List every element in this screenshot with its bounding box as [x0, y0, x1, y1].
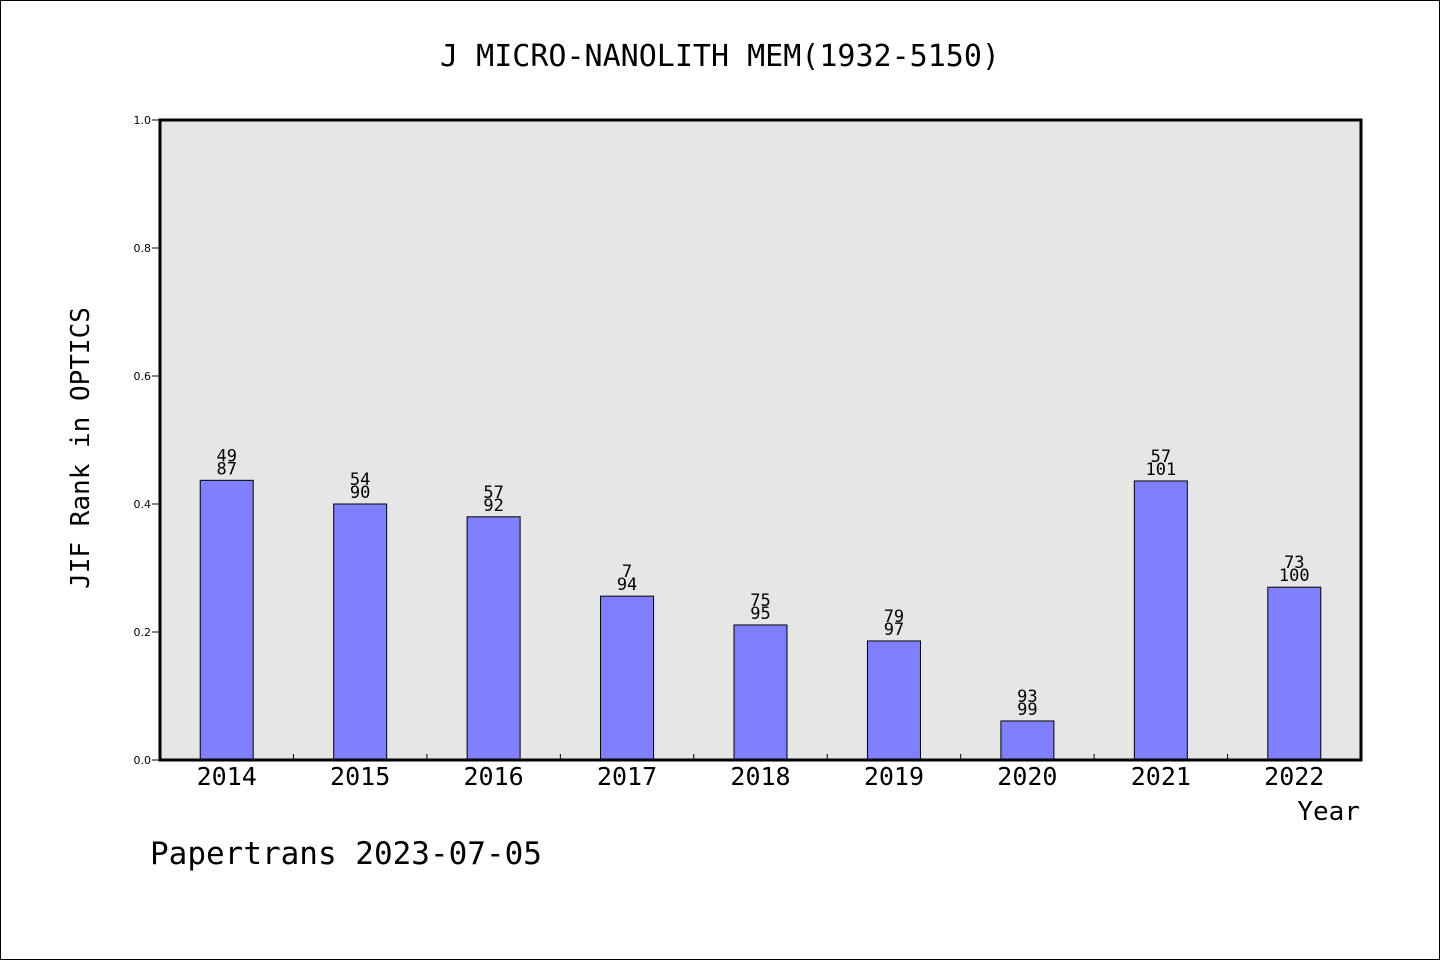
- total-label: 99: [1017, 700, 1037, 720]
- total-label: 97: [884, 620, 904, 640]
- rank-label: 49: [216, 446, 236, 466]
- bar-2014: [199, 479, 254, 761]
- rank-label: 57: [1151, 447, 1171, 467]
- x-tick-label: 2018: [730, 762, 790, 791]
- x-tick-label: 2022: [1264, 762, 1324, 791]
- y-tick-label: 0.4: [134, 498, 152, 511]
- bar-2021: [1133, 480, 1188, 761]
- total-label: 90: [350, 483, 370, 503]
- x-tick-label: 2017: [597, 762, 657, 791]
- rank-label: 57: [483, 483, 503, 503]
- rank-label: 54: [350, 470, 370, 490]
- x-axis-label: Year: [1297, 797, 1360, 827]
- footer-text: Papertrans 2023-07-05: [150, 836, 542, 872]
- y-axis-label: JIF Rank in OPTICS: [66, 307, 96, 589]
- rank-label: 93: [1017, 687, 1037, 707]
- bar-2018: [733, 624, 788, 761]
- x-tick-label: 2015: [330, 762, 390, 791]
- x-axis-ticks: 2014 2015 2016 2017 2018 2019 2020 2021 2022: [197, 754, 1324, 791]
- rank-label: 73: [1284, 553, 1304, 573]
- total-label: 101: [1145, 460, 1176, 480]
- total-label: 95: [750, 604, 770, 624]
- total-label: 92: [483, 496, 503, 516]
- rank-label: 75: [750, 591, 770, 611]
- y-tick-label: 0.2: [134, 626, 152, 639]
- bar-2015: [333, 503, 388, 761]
- y-axis-ticks: 0.0 0.2 0.4 0.6 0.8 1.0: [134, 114, 160, 767]
- bar-2022: [1267, 586, 1322, 761]
- y-tick-label: 0.0: [134, 754, 152, 767]
- total-label: 100: [1279, 566, 1310, 586]
- x-tick-label: 2020: [997, 762, 1057, 791]
- y-tick-label: 0.6: [134, 370, 152, 383]
- bar-2019: [866, 640, 921, 761]
- y-tick-label: 1.0: [134, 114, 152, 127]
- x-tick-label: 2016: [464, 762, 524, 791]
- bar-2017: [600, 595, 655, 761]
- total-label: 87: [216, 459, 236, 479]
- y-tick-label: 0.8: [134, 242, 152, 255]
- bar-2016: [466, 516, 521, 761]
- bars: [199, 479, 1322, 761]
- bar-2020: [1000, 720, 1055, 761]
- x-tick-label: 2021: [1131, 762, 1191, 791]
- chart-title: J MICRO-NANOLITH MEM(1932-5150): [440, 39, 1000, 74]
- plot-border: [158, 118, 1363, 762]
- x-tick-label: 2019: [864, 762, 924, 791]
- total-label: 94: [617, 575, 637, 595]
- rank-label: 7: [622, 562, 632, 582]
- rank-label: 79: [884, 607, 904, 627]
- x-tick-label: 2014: [197, 762, 257, 791]
